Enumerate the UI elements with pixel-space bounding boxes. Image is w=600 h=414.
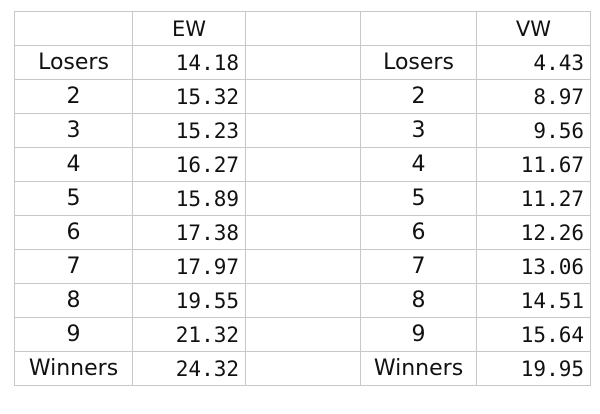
table-row: 8 19.55 8 14.51	[14, 283, 591, 318]
table-row: 7 17.97 7 13.06	[14, 249, 591, 284]
spacer-cell	[245, 147, 361, 182]
ew-portfolio-label: Losers	[14, 45, 133, 80]
table-row: 6 17.38 6 12.26	[14, 215, 591, 250]
header-spacer-cell	[245, 11, 361, 46]
vw-portfolio-label: 2	[360, 79, 477, 114]
spacer-cell	[245, 181, 361, 216]
vw-portfolio-label: 6	[360, 215, 477, 250]
vw-portfolio-label: 7	[360, 249, 477, 284]
spacer-cell	[245, 283, 361, 318]
ew-return-value: 17.38	[132, 215, 246, 250]
spacer-cell	[245, 113, 361, 148]
table-row: 3 15.23 3 9.56	[14, 113, 591, 148]
vw-return-value: 15.64	[476, 317, 591, 352]
ew-portfolio-label: Winners	[14, 351, 133, 386]
spacer-cell	[245, 351, 361, 386]
vw-portfolio-label: 8	[360, 283, 477, 318]
table-row: 5 15.89 5 11.27	[14, 181, 591, 216]
header-left-label-cell	[14, 11, 133, 46]
ew-return-value: 14.18	[132, 45, 246, 80]
returns-table: EW VW Losers 14.18 Losers 4.43 2 15.32 2 8.97 3 1…	[14, 11, 591, 386]
vw-return-value: 14.51	[476, 283, 591, 318]
vw-return-value: 11.67	[476, 147, 591, 182]
spacer-cell	[245, 215, 361, 250]
ew-portfolio-label: 6	[14, 215, 133, 250]
ew-portfolio-label: 5	[14, 181, 133, 216]
ew-portfolio-label: 4	[14, 147, 133, 182]
table-row: Winners 24.32 Winners 19.95	[14, 351, 591, 386]
vw-portfolio-label: Losers	[360, 45, 477, 80]
table-row: 9 21.32 9 15.64	[14, 317, 591, 352]
ew-return-value: 15.23	[132, 113, 246, 148]
header-right-label-cell	[360, 11, 477, 46]
ew-return-value: 19.55	[132, 283, 246, 318]
spacer-cell	[245, 317, 361, 352]
vw-portfolio-label: 9	[360, 317, 477, 352]
spacer-cell	[245, 79, 361, 114]
vw-return-value: 13.06	[476, 249, 591, 284]
header-vw: VW	[476, 11, 591, 46]
table-row: Losers 14.18 Losers 4.43	[14, 45, 591, 80]
ew-return-value: 15.32	[132, 79, 246, 114]
vw-portfolio-label: 4	[360, 147, 477, 182]
vw-portfolio-label: 5	[360, 181, 477, 216]
ew-portfolio-label: 3	[14, 113, 133, 148]
ew-portfolio-label: 8	[14, 283, 133, 318]
vw-portfolio-label: 3	[360, 113, 477, 148]
vw-return-value: 8.97	[476, 79, 591, 114]
vw-return-value: 4.43	[476, 45, 591, 80]
vw-return-value: 19.95	[476, 351, 591, 386]
ew-return-value: 24.32	[132, 351, 246, 386]
spacer-cell	[245, 45, 361, 80]
ew-portfolio-label: 9	[14, 317, 133, 352]
vw-return-value: 9.56	[476, 113, 591, 148]
vw-return-value: 12.26	[476, 215, 591, 250]
spacer-cell	[245, 249, 361, 284]
table-row: 4 16.27 4 11.67	[14, 147, 591, 182]
table-row: 2 15.32 2 8.97	[14, 79, 591, 114]
ew-return-value: 21.32	[132, 317, 246, 352]
ew-return-value: 17.97	[132, 249, 246, 284]
ew-return-value: 16.27	[132, 147, 246, 182]
ew-portfolio-label: 2	[14, 79, 133, 114]
ew-portfolio-label: 7	[14, 249, 133, 284]
header-ew: EW	[132, 11, 246, 46]
header-row: EW VW	[14, 11, 591, 46]
vw-return-value: 11.27	[476, 181, 591, 216]
ew-return-value: 15.89	[132, 181, 246, 216]
vw-portfolio-label: Winners	[360, 351, 477, 386]
